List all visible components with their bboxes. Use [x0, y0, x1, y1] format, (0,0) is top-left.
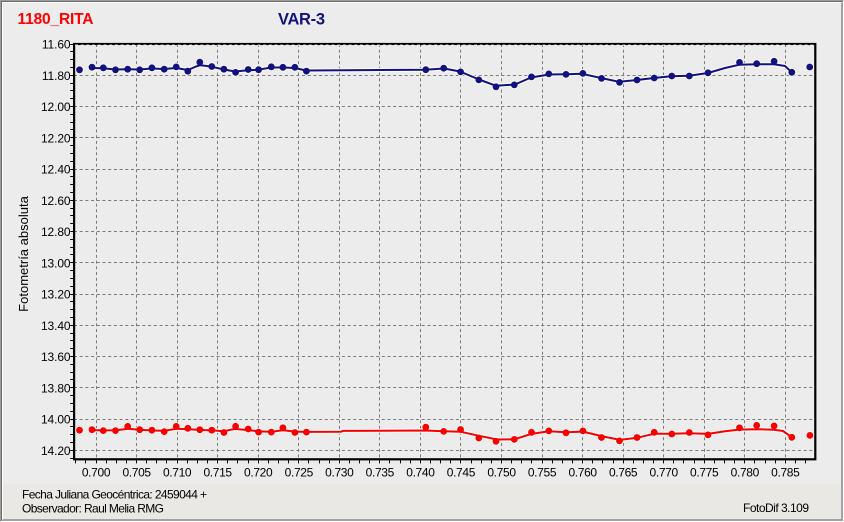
svg-text:Fecha Juliana Geocéntrica: 245: Fecha Juliana Geocéntrica: 2459044 +	[22, 488, 207, 502]
svg-text:11.80: 11.80	[42, 69, 71, 83]
svg-text:0.700: 0.700	[82, 466, 111, 480]
svg-text:12.40: 12.40	[41, 163, 71, 177]
svg-text:0.755: 0.755	[528, 466, 557, 480]
svg-text:VAR-3: VAR-3	[278, 11, 325, 29]
svg-text:0.740: 0.740	[406, 466, 435, 480]
svg-text:0.765: 0.765	[609, 466, 638, 480]
svg-text:12.60: 12.60	[41, 194, 71, 208]
svg-text:0.780: 0.780	[731, 466, 760, 480]
svg-text:13.20: 13.20	[41, 288, 71, 302]
svg-text:0.775: 0.775	[690, 466, 719, 480]
svg-text:12.80: 12.80	[41, 225, 71, 239]
svg-text:13.40: 13.40	[41, 319, 71, 333]
svg-text:0.770: 0.770	[650, 466, 679, 480]
svg-text:1180_RITA: 1180_RITA	[18, 11, 94, 28]
svg-text:13.60: 13.60	[41, 350, 71, 364]
svg-text:12.20: 12.20	[41, 131, 71, 145]
svg-text:0.760: 0.760	[568, 466, 597, 480]
svg-text:12.00: 12.00	[41, 100, 71, 114]
svg-text:Fotometría absoluta: Fotometría absoluta	[16, 195, 31, 311]
svg-text:0.710: 0.710	[163, 466, 192, 480]
svg-text:Observador: Raul Melia RMG: Observador: Raul Melia RMG	[22, 502, 164, 516]
svg-text:0.745: 0.745	[447, 466, 476, 480]
svg-text:0.735: 0.735	[366, 466, 395, 480]
svg-text:0.725: 0.725	[285, 466, 314, 480]
svg-text:0.705: 0.705	[122, 466, 151, 480]
svg-text:0.750: 0.750	[487, 466, 516, 480]
svg-text:14.00: 14.00	[41, 413, 71, 427]
svg-text:FotoDif 3.109: FotoDif 3.109	[743, 501, 809, 515]
svg-text:14.20: 14.20	[41, 444, 71, 458]
svg-text:13.80: 13.80	[41, 381, 71, 395]
svg-text:13.00: 13.00	[41, 256, 71, 270]
svg-text:11.60: 11.60	[42, 38, 71, 52]
svg-text:0.720: 0.720	[244, 466, 273, 480]
svg-text:0.730: 0.730	[325, 466, 354, 480]
svg-text:0.785: 0.785	[771, 466, 800, 480]
svg-text:0.715: 0.715	[203, 466, 232, 480]
